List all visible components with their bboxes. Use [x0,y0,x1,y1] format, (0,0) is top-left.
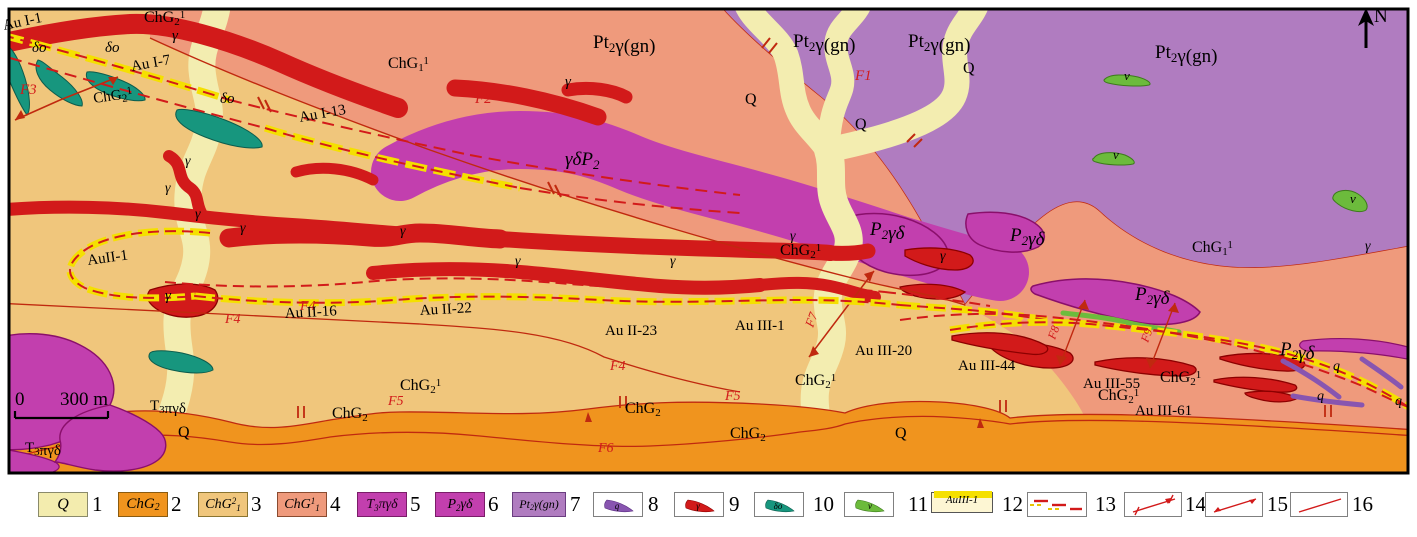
svg-text:F3: F3 [19,82,37,98]
svg-text:q: q [1333,359,1340,374]
svg-text:F1: F1 [854,68,872,84]
svg-text:γ: γ [670,254,676,269]
svg-text:ChG21: ChG21 [795,372,836,391]
svg-text:γ: γ [940,249,946,264]
svg-text:ChG21: ChG21 [144,9,185,28]
svg-text:0: 0 [15,389,25,410]
svg-text:Q: Q [895,425,907,442]
svg-text:ChG21: ChG21 [780,242,821,261]
svg-text:F4: F4 [224,312,241,327]
svg-text:γ: γ [1365,239,1371,254]
svg-text:q: q [615,501,620,511]
svg-text:γ: γ [696,501,700,511]
svg-text:300 m: 300 m [60,389,108,410]
svg-text:γ: γ [165,181,171,196]
svg-text:δo: δo [32,40,47,56]
svg-text:Au III-44: Au III-44 [958,358,1016,374]
svg-text:v: v [1124,68,1130,83]
svg-text:ChG21: ChG21 [1160,369,1201,388]
svg-text:Q: Q [745,91,757,108]
svg-text:N: N [1374,6,1388,27]
svg-text:Q: Q [963,60,975,77]
svg-text:Q: Q [855,116,867,133]
svg-text:Au II-16: Au II-16 [284,303,337,322]
svg-text:γ: γ [400,224,406,239]
svg-text:Au II-23: Au II-23 [605,323,657,339]
svg-text:δo: δo [220,91,235,107]
svg-text:q: q [1395,394,1402,409]
svg-text:ChG21: ChG21 [400,377,441,396]
svg-text:q: q [1317,389,1324,404]
svg-text:Au III-20: Au III-20 [855,343,912,359]
svg-text:F4: F4 [609,359,626,374]
svg-text:Au III-1: Au III-1 [735,318,785,334]
svg-text:ChG11: ChG11 [1192,239,1233,258]
svg-text:F5: F5 [387,394,404,409]
svg-text:v: v [1113,147,1119,162]
svg-text:F6: F6 [597,441,614,456]
svg-text:δo: δo [774,501,783,511]
svg-text:γ: γ [195,207,201,222]
svg-text:Q: Q [178,424,190,441]
svg-text:v: v [868,501,872,511]
svg-text:F5: F5 [724,389,741,404]
svg-text:Au II-22: Au II-22 [419,300,472,319]
svg-text:Au III-61: Au III-61 [1135,403,1192,419]
svg-text:ChG11: ChG11 [388,55,429,74]
svg-text:v: v [1350,191,1356,206]
svg-text:γ: γ [185,154,191,169]
svg-text:γ: γ [515,254,521,269]
svg-text:δo: δo [105,40,120,56]
svg-text:ChG21: ChG21 [1098,387,1139,406]
svg-text:F2: F2 [474,91,492,107]
svg-text:γ: γ [240,221,246,236]
